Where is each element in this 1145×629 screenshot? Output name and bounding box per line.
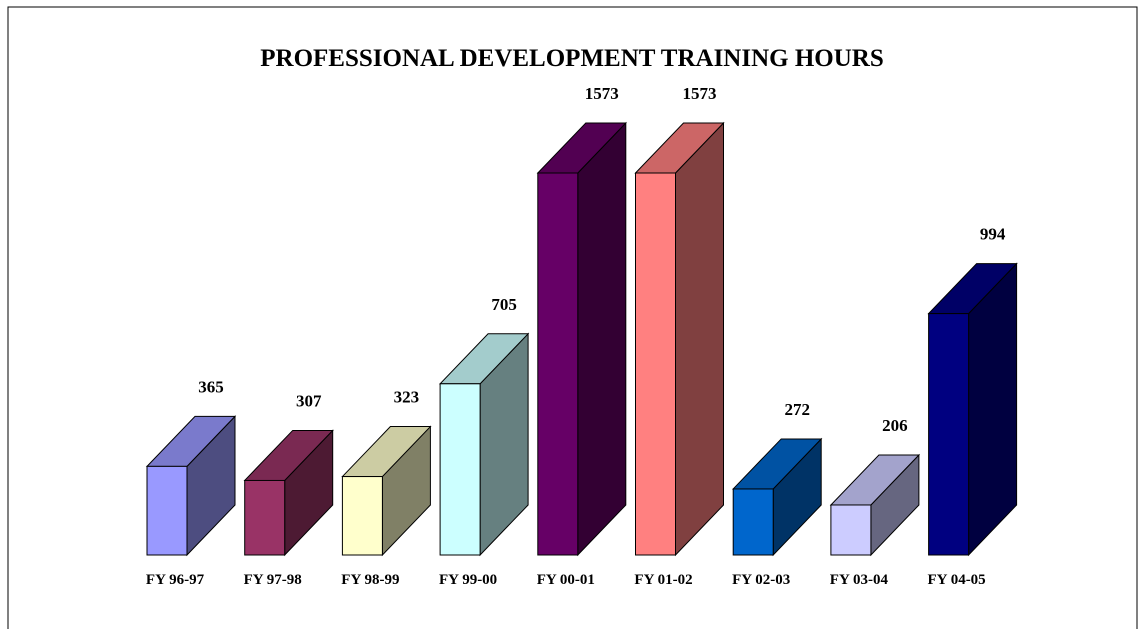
bar xyxy=(928,313,970,556)
data-label: 365 xyxy=(198,377,224,396)
x-tick-label: FY 04-05 xyxy=(928,572,986,588)
x-tick-label: FY 01-02 xyxy=(634,572,692,588)
bar xyxy=(244,479,286,556)
bar xyxy=(537,172,579,556)
data-label: 323 xyxy=(394,388,420,407)
x-tick-label: FY 99-00 xyxy=(439,572,497,588)
x-tick-label: FY 97-98 xyxy=(244,572,302,588)
bar-side xyxy=(675,121,724,557)
data-label: 307 xyxy=(296,391,322,410)
bar xyxy=(341,476,383,556)
chart-title: PROFESSIONAL DEVELOPMENT TRAINING HOURS xyxy=(260,45,884,72)
bar xyxy=(635,172,676,556)
frame xyxy=(7,6,1138,629)
data-label: 994 xyxy=(980,225,1006,244)
data-label: 206 xyxy=(882,416,908,435)
data-label: 272 xyxy=(784,400,810,419)
data-label: 1573 xyxy=(585,84,619,103)
bar xyxy=(146,465,188,556)
x-tick-label: FY 98-99 xyxy=(341,572,399,588)
bar xyxy=(439,383,481,556)
x-tick-label: FY 03-04 xyxy=(830,572,889,588)
x-tick-label: FY 00-01 xyxy=(537,572,595,588)
data-label: 705 xyxy=(491,295,517,314)
bar xyxy=(732,488,774,556)
bar-side xyxy=(968,262,1018,557)
bar xyxy=(830,504,872,556)
x-tick-label: FY 02-03 xyxy=(732,572,790,588)
data-label: 1573 xyxy=(683,84,717,103)
x-tick-label: FY 96-97 xyxy=(146,572,205,588)
bar-side xyxy=(577,121,627,557)
